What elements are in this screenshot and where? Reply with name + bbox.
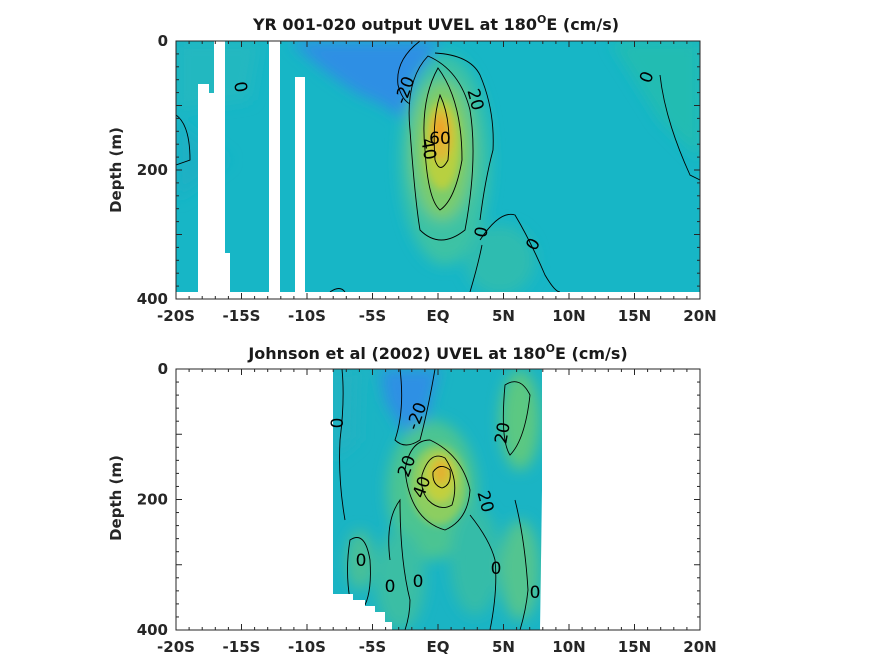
contour-label: 0 [356, 551, 367, 571]
panel-top-ylabel: Depth (m) [107, 127, 125, 213]
panel-bottom-ylabel: Depth (m) [107, 455, 125, 541]
y-tick-label: 200 [137, 161, 168, 179]
x-tick-label: -15S [223, 638, 261, 656]
x-tick-label: EQ [427, 307, 450, 325]
y-tick-label: 0 [158, 360, 168, 378]
panel-top-field [176, 41, 700, 292]
x-tick-label: 20N [683, 307, 716, 325]
x-tick-label: -5S [359, 638, 386, 656]
contour-label: 0 [385, 577, 396, 597]
x-tick-label: 5N [492, 307, 515, 325]
contour-label: 20 [491, 421, 514, 446]
panel-top-title: YR 001-020 output UVEL at 180OE (cm/s) [252, 13, 619, 34]
x-tick-label: 15N [618, 638, 651, 656]
contour-label: 60 [429, 129, 451, 149]
x-tick-label: -20S [157, 638, 195, 656]
panel-bottom: Johnson et al (2002) UVEL at 180OE (cm/s… [107, 342, 717, 656]
y-tick-label: 200 [137, 491, 168, 509]
x-tick-label: -10S [288, 638, 326, 656]
panel-top: YR 001-020 output UVEL at 180OE (cm/s) [107, 13, 717, 325]
y-tick-label: 400 [137, 621, 168, 639]
panel-bottom-title: Johnson et al (2002) UVEL at 180OE (cm/s… [247, 342, 627, 363]
x-tick-label: 15N [618, 307, 651, 325]
contour-label: 0 [530, 583, 541, 603]
y-tick-label: 0 [158, 32, 168, 50]
x-tick-label: EQ [427, 638, 450, 656]
contour-label: 0 [229, 80, 251, 94]
panel-bottom-field [333, 369, 542, 630]
x-tick-label: 20N [683, 638, 716, 656]
x-tick-label: -5S [359, 307, 386, 325]
x-tick-label: -10S [288, 307, 326, 325]
contour-label: 0 [471, 225, 493, 239]
x-tick-label: 10N [552, 638, 585, 656]
x-tick-label: -15S [223, 307, 261, 325]
x-tick-label: 10N [552, 307, 585, 325]
contour-label: 0 [328, 418, 348, 429]
y-tick-label: 400 [137, 290, 168, 308]
contour-label: 0 [491, 559, 502, 579]
contour-label: 40 [416, 137, 439, 162]
contour-label: 0 [413, 572, 424, 592]
x-tick-label: 5N [492, 638, 515, 656]
x-tick-label: -20S [157, 307, 195, 325]
